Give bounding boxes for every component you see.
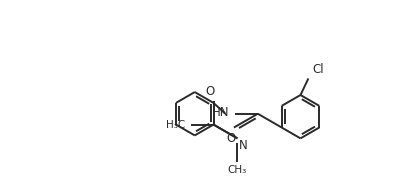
Text: HN: HN: [212, 106, 229, 119]
Text: N: N: [238, 139, 247, 152]
Text: Cl: Cl: [312, 64, 324, 76]
Text: CH₃: CH₃: [228, 165, 247, 175]
Text: O: O: [205, 85, 214, 98]
Text: H₃C: H₃C: [166, 120, 185, 130]
Text: O: O: [227, 132, 236, 146]
